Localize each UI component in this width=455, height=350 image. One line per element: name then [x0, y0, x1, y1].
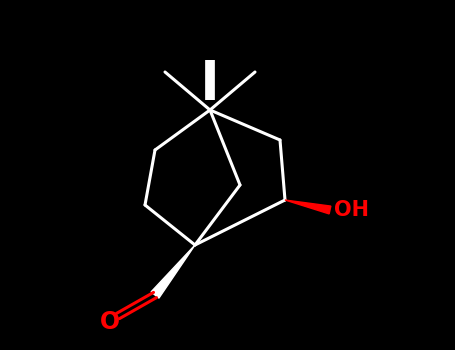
- Polygon shape: [151, 245, 195, 298]
- Text: OH: OH: [334, 200, 369, 220]
- Text: O: O: [100, 310, 120, 334]
- Polygon shape: [285, 200, 331, 214]
